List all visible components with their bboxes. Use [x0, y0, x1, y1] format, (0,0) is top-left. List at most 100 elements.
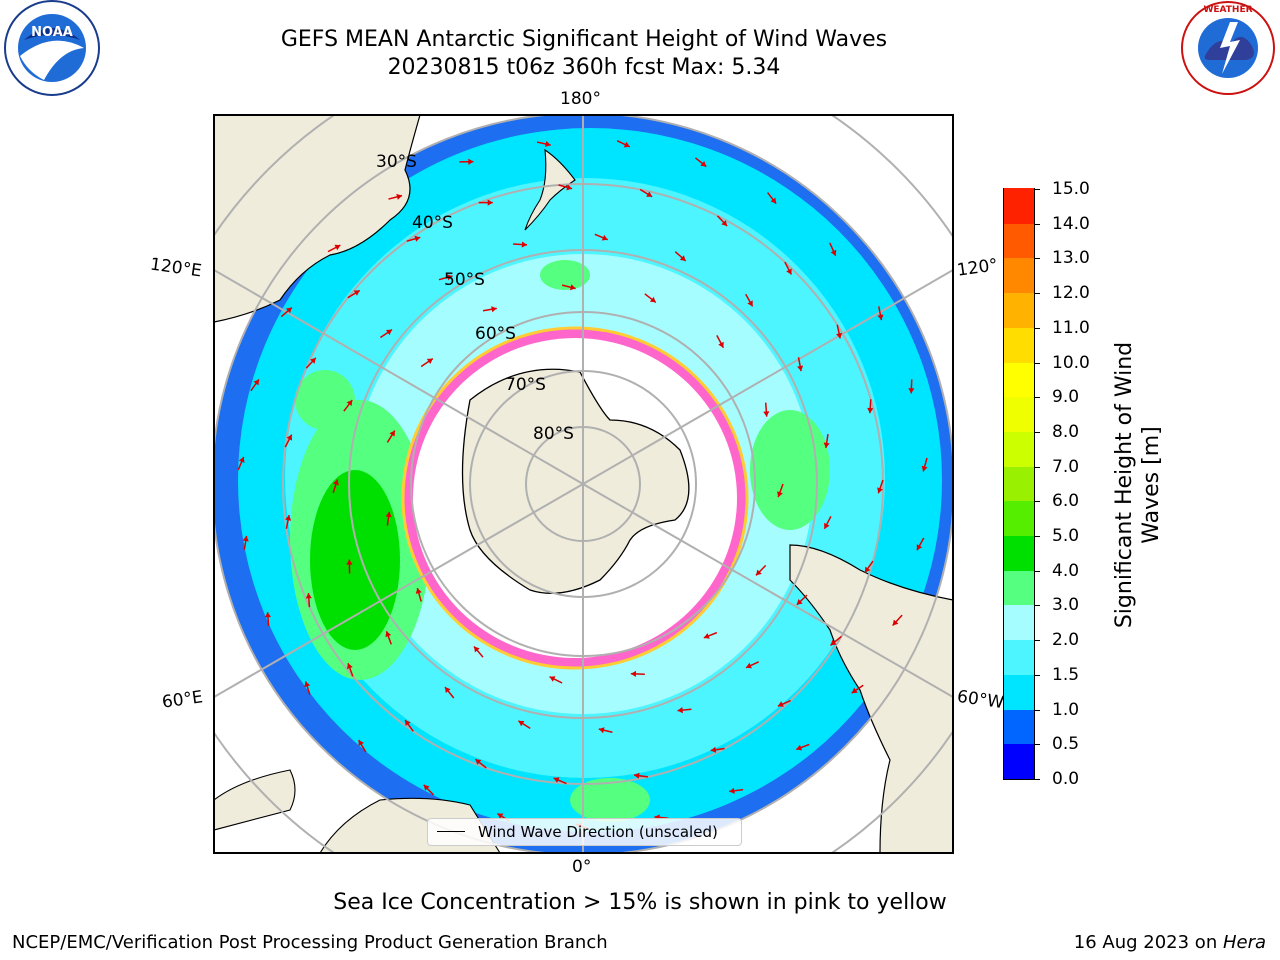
colorbar-tick-mark	[1034, 640, 1040, 642]
colorbar-tick-mark	[1034, 605, 1040, 607]
wind-wave-arrowhead	[679, 255, 686, 261]
wind-wave-arrowhead	[630, 670, 637, 677]
wind-wave-arrowhead	[415, 588, 422, 594]
wind-wave-arrowhead	[786, 268, 792, 275]
lon-label-180: 180°	[560, 89, 601, 109]
colorbar-segment	[1004, 257, 1034, 294]
wind-wave-arrowhead	[396, 193, 403, 200]
wind-wave-arrowhead	[423, 784, 430, 791]
colorbar-tick-label: 0.5	[1052, 734, 1080, 755]
colorbar-tick-label: 10.0	[1052, 352, 1090, 373]
wind-wave-arrows	[237, 140, 928, 830]
colorbar-label-line2: Waves [m]	[1139, 426, 1164, 544]
wind-wave-arrowhead	[518, 720, 525, 727]
colorbar-tick-label: 5.0	[1052, 526, 1080, 547]
wind-wave-arrowhead	[346, 400, 353, 407]
colorbar-tick-mark	[1034, 397, 1040, 399]
map-legend: Wind Wave Direction (unscaled)	[427, 818, 742, 846]
lat-label-60s: 60°S	[475, 324, 516, 344]
wind-wave-arrowhead	[649, 296, 656, 303]
wind-wave-arrowhead	[877, 487, 883, 494]
map-frame	[213, 114, 954, 854]
wind-wave-arrowhead	[677, 707, 683, 714]
wind-wave-arrowhead	[521, 241, 528, 248]
colorbar-tick-mark	[1034, 189, 1040, 190]
wind-wave-arrowhead	[358, 740, 364, 747]
wind-wave-arrowhead	[305, 593, 312, 599]
colorbar-tick-label: 13.0	[1052, 248, 1090, 269]
colorbar-tick-mark	[1034, 536, 1040, 538]
wind-wave-arrowhead	[446, 274, 453, 281]
wind-wave-arrowhead	[601, 234, 608, 241]
colorbar-segment	[1004, 188, 1034, 224]
wind-wave-arrowhead	[549, 676, 556, 682]
wind-wave-arrowhead	[830, 639, 837, 646]
colorbar-tick-label: 14.0	[1052, 213, 1090, 234]
australia-landmass	[214, 115, 421, 323]
colorbar-segment	[1004, 570, 1034, 606]
wind-wave-arrowhead	[623, 141, 630, 148]
wind-wave-arrowhead	[569, 284, 576, 291]
colorbar-tick-label: 6.0	[1052, 491, 1080, 512]
legend-label: Wind Wave Direction (unscaled)	[478, 823, 718, 841]
wind-wave-arrowhead	[745, 662, 752, 669]
south-america-landmass	[789, 544, 953, 853]
wind-wave-arrowhead	[566, 184, 573, 191]
new-zealand-landmass	[524, 148, 576, 231]
wind-wave-arrowhead	[426, 358, 433, 365]
wind-wave-arrowhead	[646, 191, 653, 197]
wind-wave-arrowhead	[253, 379, 260, 386]
colorbar-tick-label: 9.0	[1052, 387, 1080, 408]
colorbar-segment	[1004, 431, 1034, 467]
wind-wave-arrowhead	[474, 646, 480, 653]
wind-wave-arrowhead	[851, 687, 858, 694]
wind-wave-arrowhead	[703, 633, 710, 639]
legend-line-swatch	[437, 831, 465, 832]
wind-wave-arrowhead	[796, 599, 803, 605]
colorbar-tick-label: 7.0	[1052, 456, 1080, 477]
wind-wave-arrowhead	[836, 332, 843, 339]
colorbar-segment	[1004, 604, 1034, 641]
colorbar-segment	[1004, 292, 1034, 328]
lat-label-50s: 50°S	[444, 270, 485, 290]
colorbar-label: Significant Height of Wind Waves [m]	[1111, 342, 1165, 628]
wind-wave-arrowhead	[729, 787, 735, 794]
date-text: 16 Aug 2023 on	[1073, 932, 1223, 953]
colorbar-tick-mark	[1034, 362, 1040, 364]
antarctica-landmass	[461, 368, 690, 594]
national-weather-service-logo: WEATHER	[1181, 1, 1275, 95]
colorbar-tick-mark	[1034, 501, 1040, 503]
wind-wave-arrowhead	[334, 244, 341, 251]
credit-text: NCEP/EMC/Verification Post Processing Pr…	[12, 932, 608, 953]
wind-wave-arrowhead	[710, 746, 717, 753]
colorbar-segment	[1004, 396, 1034, 432]
wind-wave-arrowhead	[405, 719, 411, 726]
colorbar-tick-mark	[1034, 258, 1040, 260]
colorbar-tick-label: 1.5	[1052, 664, 1080, 685]
colorbar-segment	[1004, 639, 1034, 675]
svg-text:NOAA: NOAA	[31, 25, 73, 40]
wind-wave-arrowhead	[332, 479, 339, 486]
sea-ice-note: Sea Ice Concentration > 15% is shown in …	[333, 890, 947, 915]
wind-wave-arrowhead	[468, 158, 474, 165]
colorbar-tick-label: 8.0	[1052, 421, 1080, 442]
wind-wave-arrowhead	[353, 290, 360, 296]
colorbar-tick-label: 4.0	[1052, 560, 1080, 581]
colorbar-segment	[1004, 709, 1034, 745]
wind-wave-arrowhead	[908, 388, 915, 394]
svg-text:WEATHER: WEATHER	[1203, 5, 1252, 15]
lat-label-70s: 70°S	[505, 375, 546, 395]
colorbar-tick-mark	[1034, 223, 1040, 225]
wind-wave-arrowhead	[264, 612, 272, 618]
wind-wave-arrowhead	[346, 663, 353, 670]
wind-wave-arrowhead	[755, 569, 762, 576]
wind-wave-arrowhead	[830, 249, 837, 256]
colorbar-tick-mark	[1034, 466, 1040, 468]
wind-wave-arrowhead	[310, 357, 316, 364]
wind-wave-arrowhead	[877, 314, 884, 321]
wind-wave-arrowhead	[864, 566, 871, 573]
colorbar-tick-mark	[1034, 327, 1040, 329]
colorbar-segment	[1004, 500, 1034, 537]
wind-wave-arrowhead	[285, 307, 292, 314]
wind-wave-arrowhead	[444, 687, 451, 694]
